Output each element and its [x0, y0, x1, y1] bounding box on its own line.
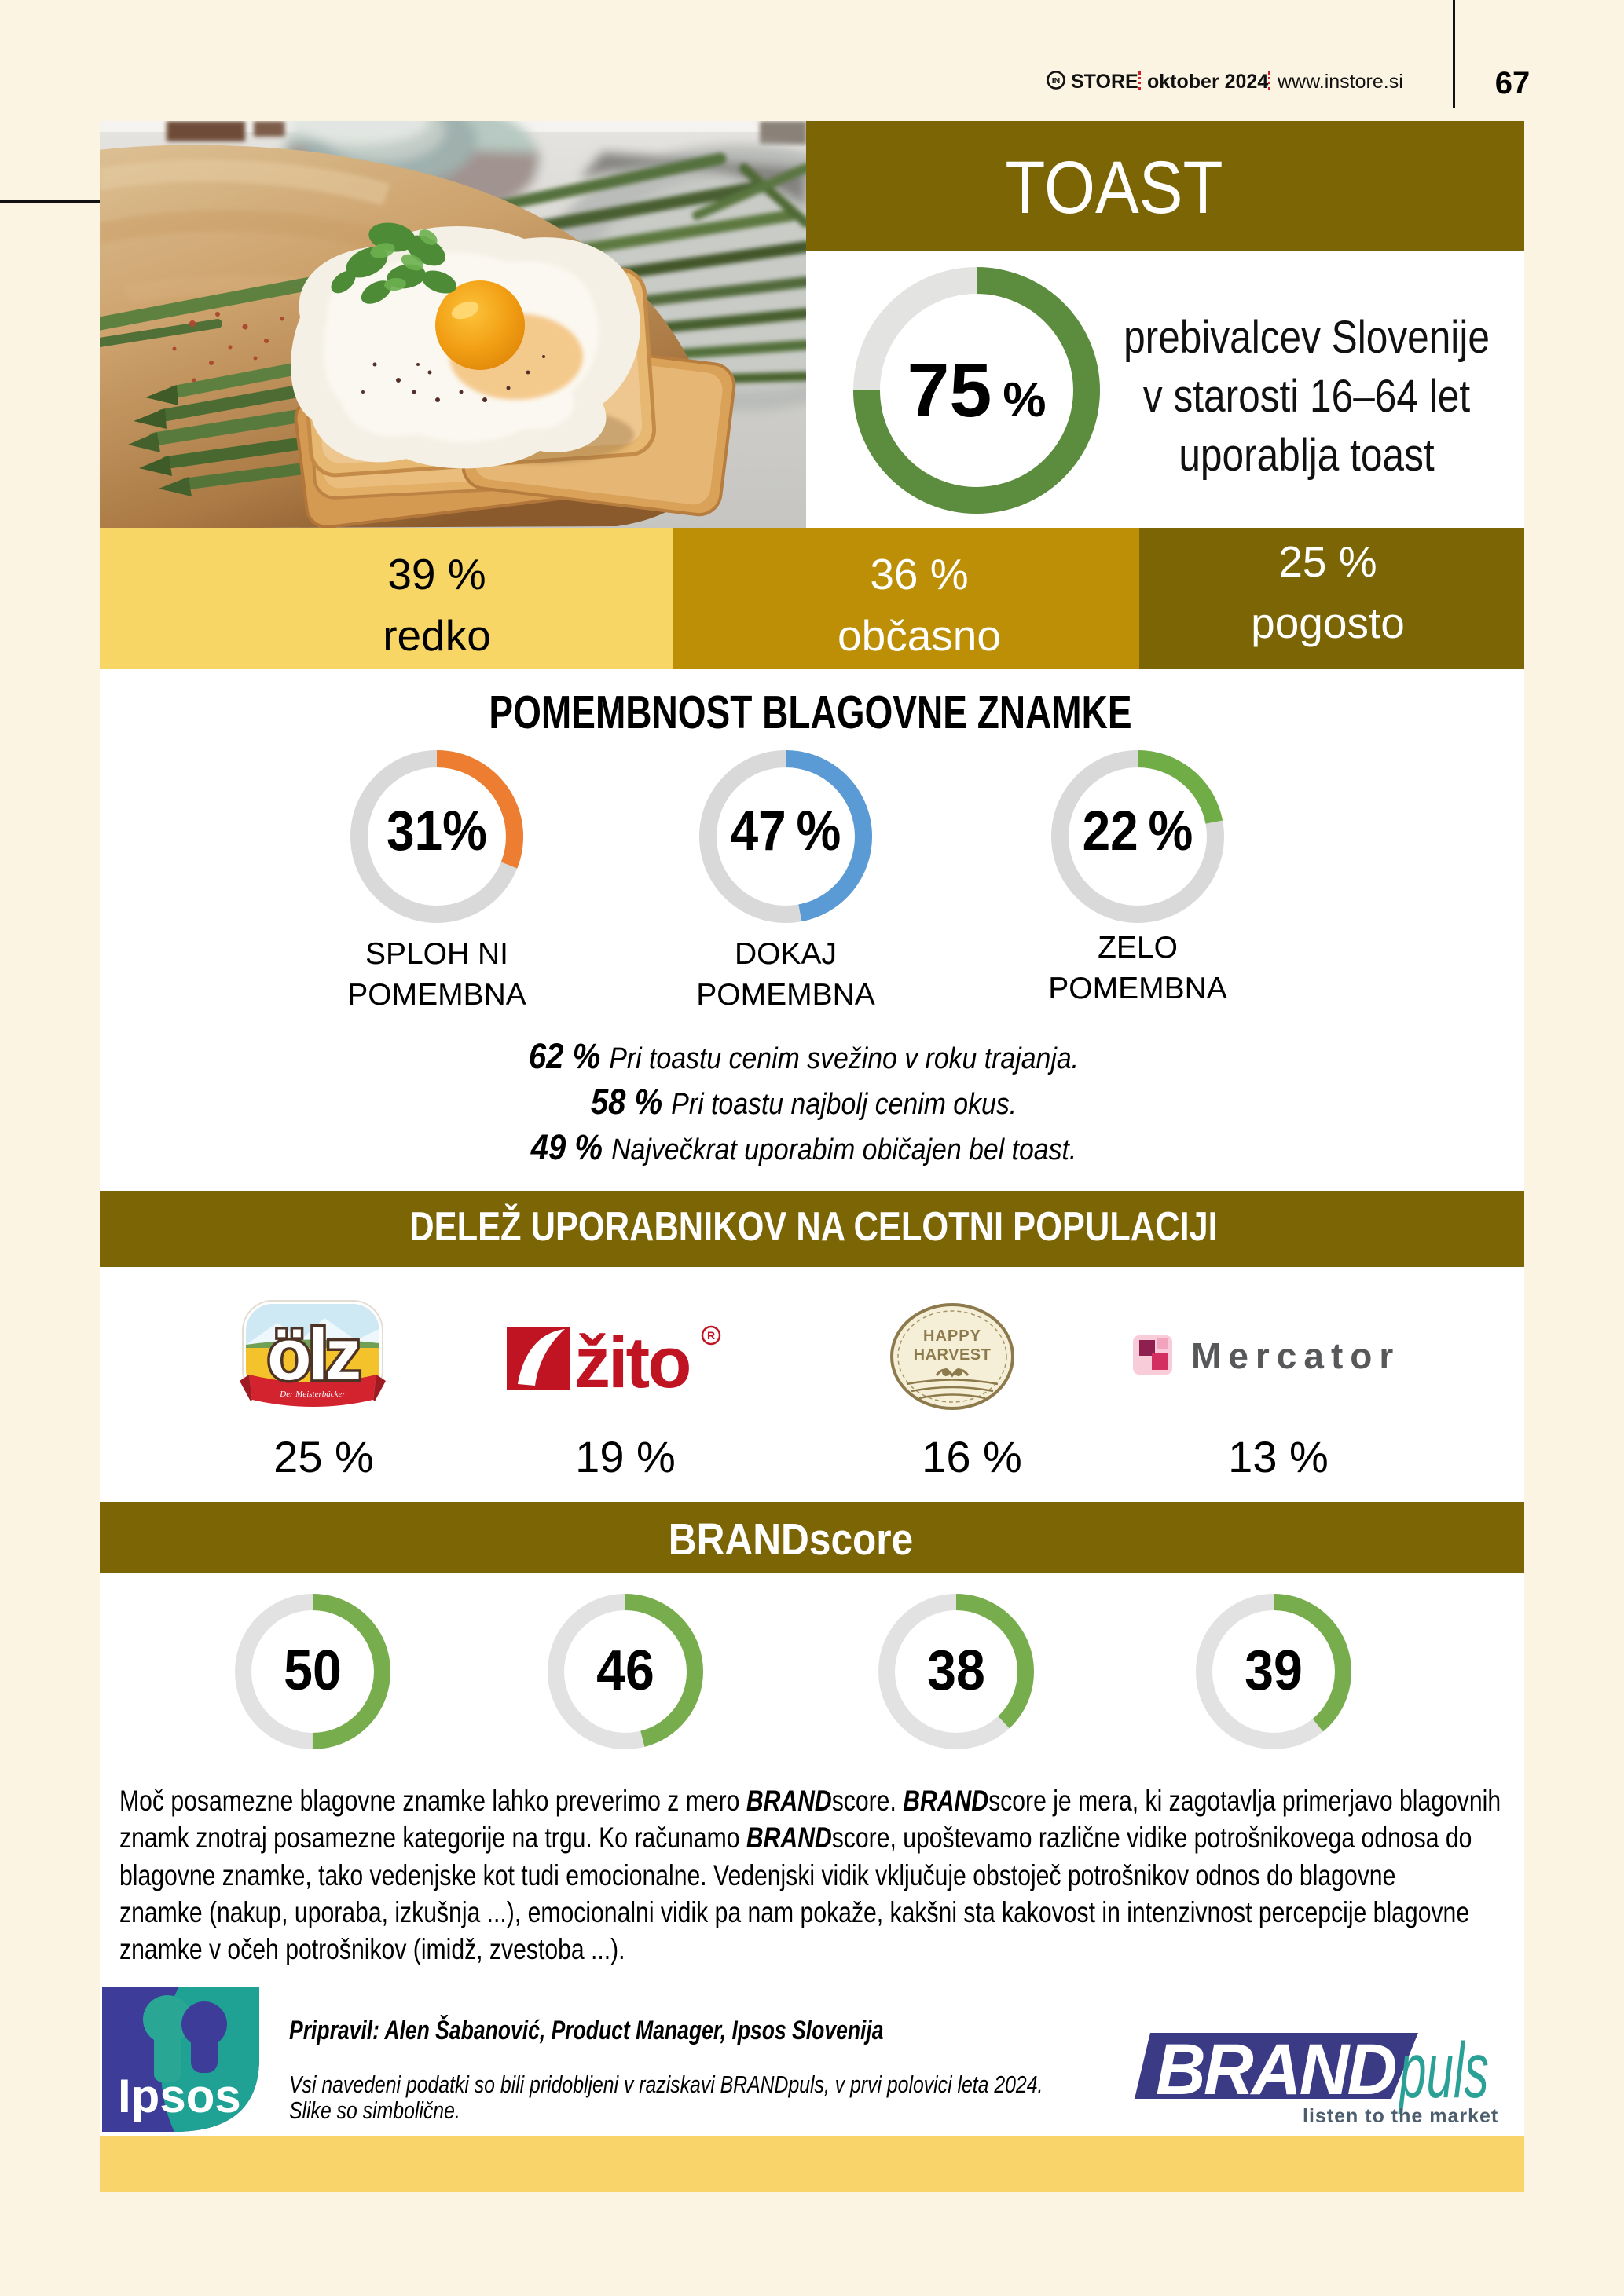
- svg-text:puls: puls: [1398, 2027, 1489, 2115]
- svg-text:HAPPY: HAPPY: [923, 1327, 981, 1345]
- svg-text:ölz: ölz: [267, 1315, 359, 1395]
- svg-text:Der Meisterbäcker: Der Meisterbäcker: [279, 1390, 346, 1399]
- svg-text:HARVEST: HARVEST: [914, 1346, 992, 1364]
- svg-text:IN: IN: [1052, 76, 1061, 86]
- svg-text:žito: žito: [574, 1323, 689, 1397]
- svg-text:listen to the market: listen to the market: [1303, 2105, 1498, 2127]
- svg-text:Ipsos: Ipsos: [118, 2070, 241, 2122]
- svg-text:Mercator: Mercator: [1191, 1335, 1395, 1376]
- svg-text:BRAND: BRAND: [1156, 2029, 1395, 2110]
- svg-text:R: R: [707, 1329, 715, 1342]
